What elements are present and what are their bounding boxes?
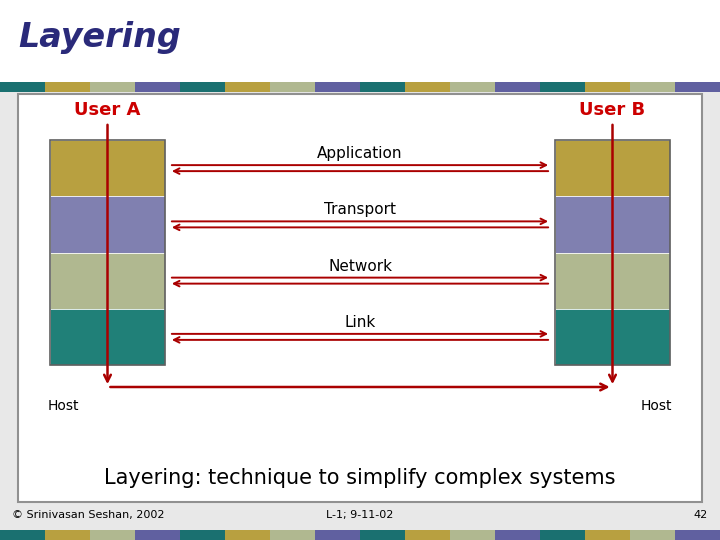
Bar <box>555 253 670 309</box>
Bar <box>360 82 405 92</box>
Bar <box>630 530 675 540</box>
Bar <box>45 530 90 540</box>
Bar <box>555 140 670 196</box>
Bar <box>675 530 720 540</box>
Bar <box>495 82 540 92</box>
Bar <box>270 82 315 92</box>
Text: User A: User A <box>74 101 140 119</box>
Bar <box>50 309 165 365</box>
Text: Transport: Transport <box>324 202 396 218</box>
Bar <box>180 82 225 92</box>
Bar <box>555 140 670 365</box>
Bar <box>180 530 225 540</box>
Bar <box>45 82 90 92</box>
Bar <box>0 530 45 540</box>
Bar <box>135 82 180 92</box>
Bar <box>555 309 670 365</box>
Bar <box>585 82 630 92</box>
Text: © Srinivasan Seshan, 2002: © Srinivasan Seshan, 2002 <box>12 510 164 520</box>
Bar <box>450 82 495 92</box>
Bar <box>405 530 450 540</box>
Bar <box>50 140 165 196</box>
Text: 42: 42 <box>694 510 708 520</box>
Bar <box>315 82 360 92</box>
Bar <box>585 530 630 540</box>
Bar <box>50 140 165 365</box>
Bar <box>360 530 405 540</box>
Bar <box>90 530 135 540</box>
Text: User B: User B <box>580 101 646 119</box>
Bar <box>225 82 270 92</box>
Bar <box>18 94 702 502</box>
Text: Link: Link <box>344 315 376 330</box>
Bar <box>675 82 720 92</box>
Text: Layering: Layering <box>18 22 181 55</box>
Bar <box>135 530 180 540</box>
Bar <box>555 196 670 253</box>
Text: Host: Host <box>641 399 672 413</box>
Text: Application: Application <box>318 146 402 161</box>
Bar <box>270 530 315 540</box>
Bar <box>495 530 540 540</box>
Text: L-1; 9-11-02: L-1; 9-11-02 <box>326 510 394 520</box>
Bar <box>90 82 135 92</box>
Text: Layering: technique to simplify complex systems: Layering: technique to simplify complex … <box>104 468 616 488</box>
Text: Host: Host <box>48 399 79 413</box>
Bar <box>50 196 165 253</box>
Bar <box>630 82 675 92</box>
Bar <box>540 82 585 92</box>
Bar <box>0 0 720 85</box>
Text: Network: Network <box>328 259 392 274</box>
Bar <box>50 253 165 309</box>
Bar <box>405 82 450 92</box>
Bar <box>0 82 45 92</box>
Bar <box>540 530 585 540</box>
Bar <box>225 530 270 540</box>
Bar <box>315 530 360 540</box>
Bar <box>450 530 495 540</box>
